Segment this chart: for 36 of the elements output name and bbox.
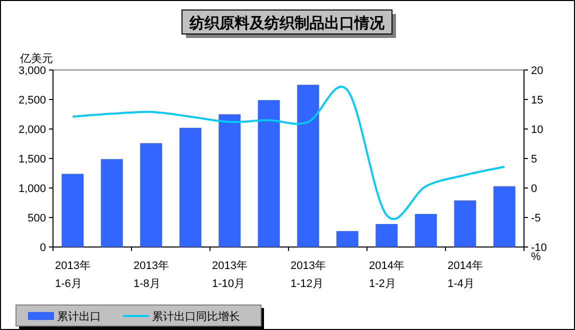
bar (493, 186, 516, 247)
y2-tick-label: 20 (531, 65, 544, 77)
x-tick-label: 2013年 1-8月 (134, 260, 169, 290)
bar (258, 100, 280, 247)
x-tick-label: 2013年 1-12月 (290, 260, 326, 290)
y2-tick-label: 0 (531, 183, 538, 195)
bar (376, 224, 398, 247)
bar (100, 159, 123, 247)
bar (414, 214, 437, 247)
x-tick-label: 2014年 1-4月 (448, 260, 483, 290)
y-tick-label: 2,000 (18, 124, 46, 136)
x-tick-label: 2013年 1-10月 (212, 260, 248, 290)
chart-title: 纺织原料及纺织制品出口情况 (188, 14, 386, 32)
bar (140, 143, 162, 247)
y-tick-label: 2,500 (18, 94, 46, 106)
y-tick-label: 500 (28, 212, 46, 224)
y2-tick-label: 10 (531, 124, 544, 136)
bar (218, 114, 241, 247)
legend-label: 累计出口同比增长 (152, 310, 240, 323)
y2-tick-label: 5 (531, 154, 538, 166)
x-tick-label: 2014年 1-2月 (369, 260, 404, 290)
bar (179, 128, 202, 247)
y-tick-label: 3,000 (18, 65, 46, 77)
y-tick-label: 0 (40, 242, 46, 254)
y2-tick-label: -5 (531, 212, 541, 224)
y-tick-label: 1,500 (18, 154, 46, 166)
y2-tick-label: 15 (531, 94, 544, 106)
y-tick-label: 1,000 (18, 183, 46, 195)
y-axis-title: 亿美元 (19, 52, 53, 65)
bar (297, 84, 320, 247)
bar (62, 174, 84, 247)
legend-label: 累计出口 (57, 310, 101, 323)
bar (454, 200, 476, 247)
x-tick-label: 2013年 1-6月 (55, 260, 90, 290)
y2-axis-title: % (531, 251, 541, 263)
bar (336, 231, 358, 247)
